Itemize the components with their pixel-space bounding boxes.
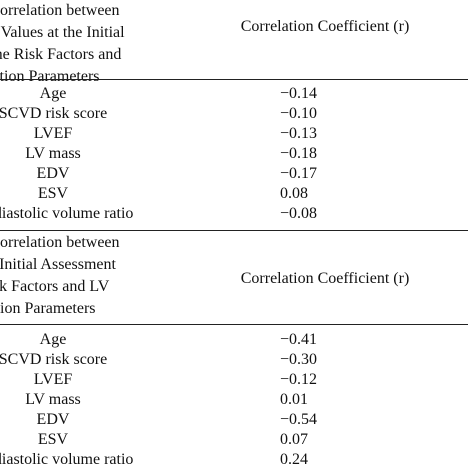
table-1-header-line: dial T1 Values at the Initial (0, 24, 125, 41)
row-value: 0.24 (280, 451, 308, 468)
table-2: f the Correlation between at the Initial… (0, 232, 468, 474)
row-label: Age (39, 85, 67, 102)
row-label: LVEF (33, 371, 73, 388)
row-value: −0.10 (280, 105, 318, 122)
row-label: ESV (37, 185, 69, 202)
row-label: LVEF (33, 125, 73, 142)
table-1: f the Correlation between dial T1 Values… (0, 0, 468, 232)
row-value: −0.30 (280, 351, 318, 368)
table-1-header-line: f the Correlation between (0, 2, 120, 19)
row-value: −0.54 (280, 411, 318, 428)
table-1-header-line: t and the Risk Factors and (0, 46, 122, 63)
row-label: ESV (37, 431, 69, 448)
row-value: −0.12 (280, 371, 318, 388)
row-label: LV mass (25, 391, 81, 408)
table-row: EDV −0.54 (0, 410, 468, 430)
row-value: −0.08 (280, 205, 318, 222)
table-1-header-title: f the Correlation between dial T1 Values… (0, 0, 188, 88)
row-label: Age (39, 331, 67, 348)
row-value: −0.13 (280, 125, 318, 142)
table-2-header-line: nction Parameters (0, 300, 96, 317)
row-label: EDV (36, 411, 70, 428)
table-row: Age −0.41 (0, 330, 468, 350)
table-row: nd-diastolic volume ratio −0.08 (0, 204, 468, 224)
table-2-header: f the Correlation between at the Initial… (0, 232, 468, 317)
row-label: EDV (36, 165, 70, 182)
row-value: 0.01 (280, 391, 308, 408)
table-1-column-header: Correlation Coefficient (r) (240, 18, 410, 35)
table-1-bottom-rule (0, 230, 468, 231)
table-row: ESV 0.08 (0, 184, 468, 204)
row-value: 0.08 (280, 185, 308, 202)
table-2-header-line: e Risk Factors and LV (0, 278, 110, 295)
table-row: LV mass 0.01 (0, 390, 468, 410)
row-value: 0.07 (280, 431, 308, 448)
row-label: SCVD risk score (0, 351, 108, 368)
row-value: −0.17 (280, 165, 318, 182)
row-label: nd-diastolic volume ratio (0, 451, 134, 468)
table-2-header-line: f the Correlation between (0, 234, 120, 251)
row-label: LV mass (25, 145, 81, 162)
table-row: nd-diastolic volume ratio 0.24 (0, 450, 468, 470)
table-2-header-line: at the Initial Assessment (0, 256, 116, 273)
row-label: nd-diastolic volume ratio (0, 205, 134, 222)
table-row: Age −0.14 (0, 84, 468, 104)
table-row: LV mass −0.18 (0, 144, 468, 164)
table-row: SCVD risk score −0.10 (0, 104, 468, 124)
table-1-header-line: unction Parameters (0, 68, 100, 85)
table-row: LVEF −0.13 (0, 124, 468, 144)
table-1-header: f the Correlation between dial T1 Values… (0, 0, 468, 85)
row-label: SCVD risk score (0, 105, 108, 122)
table-2-column-header: Correlation Coefficient (r) (240, 270, 410, 287)
row-value: −0.14 (280, 85, 318, 102)
table-row: EDV −0.17 (0, 164, 468, 184)
table-row: ESV 0.07 (0, 430, 468, 450)
table-row: SCVD risk score −0.30 (0, 350, 468, 370)
row-value: −0.18 (280, 145, 318, 162)
table-1-header-rule (0, 79, 468, 80)
table-row: LVEF −0.12 (0, 370, 468, 390)
row-value: −0.41 (280, 331, 318, 348)
table-2-header-title: f the Correlation between at the Initial… (0, 232, 188, 320)
table-2-header-rule (0, 324, 468, 325)
